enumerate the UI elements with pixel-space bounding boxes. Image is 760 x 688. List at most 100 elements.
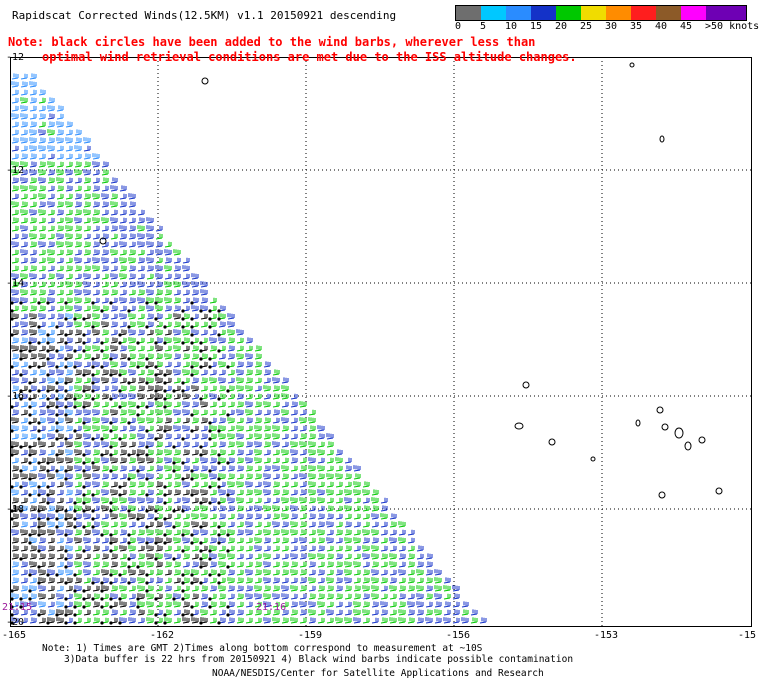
contamination-dot <box>208 309 212 313</box>
wind-barb <box>227 505 235 512</box>
wind-barb <box>209 537 217 544</box>
wind-barb <box>29 473 37 480</box>
contamination-dot <box>145 541 149 545</box>
wind-barb <box>218 441 226 448</box>
wind-barb <box>110 513 118 520</box>
wind-barb <box>38 289 46 296</box>
contamination-dot <box>190 301 194 305</box>
wind-barb <box>173 465 181 472</box>
wind-barb <box>281 401 289 408</box>
wind-barb <box>47 249 55 256</box>
contamination-dot <box>10 317 14 321</box>
contamination-dot <box>118 389 122 393</box>
contamination-dot <box>208 597 212 601</box>
wind-barb <box>380 617 388 624</box>
wind-barb <box>47 153 55 160</box>
wind-barb <box>47 185 55 192</box>
wind-barb <box>173 321 181 328</box>
wind-barb <box>56 489 64 496</box>
contamination-dot <box>190 325 194 329</box>
contamination-dot <box>19 597 23 601</box>
wind-barb <box>209 441 217 448</box>
wind-barb <box>308 409 316 416</box>
wind-barb <box>137 241 145 248</box>
contamination-dot <box>190 429 194 433</box>
wind-barb <box>47 289 55 296</box>
wind-barb <box>452 593 460 600</box>
wind-barb <box>227 369 235 376</box>
wind-barb <box>236 401 244 408</box>
contamination-dot <box>46 469 50 473</box>
wind-barb <box>29 561 37 568</box>
wind-barb <box>263 593 271 600</box>
wind-barb <box>74 177 82 184</box>
wind-barb <box>236 433 244 440</box>
wind-barb <box>128 329 136 336</box>
contamination-note-line1: Note: black circles have been added to t… <box>8 35 536 49</box>
wind-barb <box>56 505 64 512</box>
contamination-dot <box>37 509 41 513</box>
footer-note-line2: 3)Data buffer is 22 hrs from 20150921 4)… <box>64 654 574 665</box>
wind-barb <box>398 609 406 616</box>
contamination-dot <box>109 357 113 361</box>
wind-barb <box>164 393 172 400</box>
contamination-dot <box>199 397 203 401</box>
wind-barb <box>38 145 46 152</box>
island-outline <box>514 422 524 430</box>
wind-barb <box>200 353 208 360</box>
wind-barb <box>56 609 64 616</box>
contamination-dot <box>163 485 167 489</box>
wind-barb <box>407 601 415 608</box>
wind-barb <box>272 433 280 440</box>
wind-barb <box>38 297 46 304</box>
wind-barb <box>56 217 64 224</box>
wind-barb <box>362 513 370 520</box>
wind-barb <box>434 577 442 584</box>
wind-barb <box>11 169 19 176</box>
wind-barb <box>407 577 415 584</box>
wind-barb <box>56 585 64 592</box>
wind-barb <box>218 409 226 416</box>
contamination-dot <box>91 397 95 401</box>
wind-barb <box>110 585 118 592</box>
wind-barb <box>371 537 379 544</box>
wind-barb <box>20 465 28 472</box>
wind-barb <box>380 553 388 560</box>
contamination-dot <box>91 493 95 497</box>
wind-barb <box>389 537 397 544</box>
wind-barb <box>65 577 73 584</box>
wind-barb <box>119 265 127 272</box>
wind-barb <box>173 569 181 576</box>
wind-barb <box>308 505 316 512</box>
wind-barb <box>29 105 37 112</box>
contamination-dot <box>91 325 95 329</box>
wind-barb <box>20 177 28 184</box>
wind-barb <box>299 569 307 576</box>
legend-swatch <box>681 6 706 20</box>
wind-barb <box>344 545 352 552</box>
wind-barb <box>191 529 199 536</box>
island-outline <box>659 135 665 143</box>
wind-barb <box>425 577 433 584</box>
wind-barb <box>173 393 181 400</box>
wind-barb <box>164 425 172 432</box>
wind-barb <box>38 377 46 384</box>
wind-barb <box>56 369 64 376</box>
wind-barb <box>209 609 217 616</box>
wind-barb <box>254 393 262 400</box>
wind-barb <box>119 473 127 480</box>
wind-barb <box>254 577 262 584</box>
wind-barb <box>65 425 73 432</box>
wind-barb <box>101 513 109 520</box>
wind-barb <box>128 497 136 504</box>
wind-barb <box>83 425 91 432</box>
wind-barb <box>182 561 190 568</box>
wind-barb <box>299 561 307 568</box>
wind-barb <box>290 393 298 400</box>
wind-barb <box>65 305 73 312</box>
wind-barb <box>308 569 316 576</box>
wind-barb <box>11 529 19 536</box>
contamination-dot <box>217 397 221 401</box>
island-outline <box>684 441 692 451</box>
wind-barb <box>146 369 154 376</box>
